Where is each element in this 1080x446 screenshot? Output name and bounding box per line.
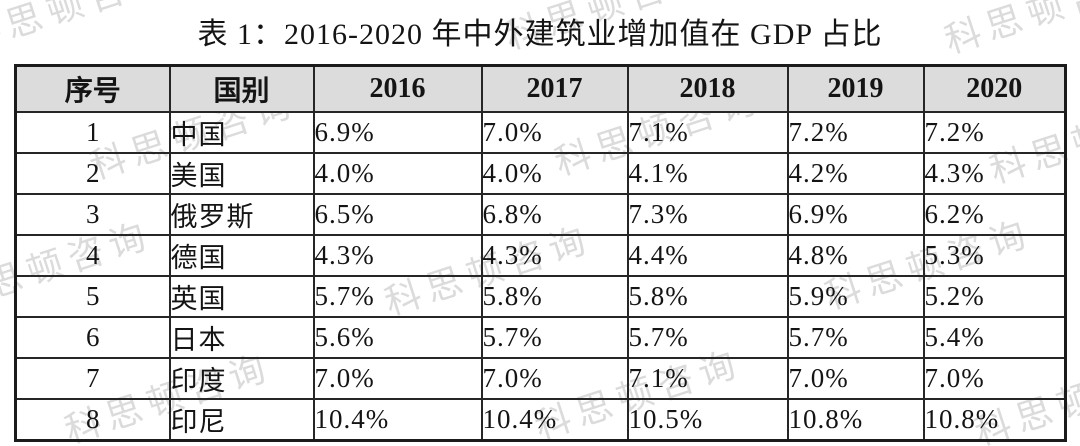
value-cell: 4.0%: [480, 151, 629, 195]
value-cell: 7.3%: [626, 192, 789, 236]
value-cell: 5.8%: [626, 274, 789, 318]
table-row: 6 日本 5.6% 5.7% 5.7% 5.7% 5.4%: [14, 315, 1067, 359]
value-cell: 5.4%: [922, 315, 1067, 359]
country-cell: 英国: [168, 274, 315, 318]
value-cell: 5.8%: [480, 274, 629, 318]
table-row: 5 英国 5.7% 5.8% 5.8% 5.9% 5.2%: [14, 274, 1067, 318]
value-cell: 7.0%: [480, 356, 629, 400]
value-cell: 5.7%: [626, 315, 789, 359]
row-index-cell: 3: [14, 192, 171, 236]
column-header-2020: 2020: [922, 64, 1067, 113]
table-header-row: 序号 国别 2016 2017 2018 2019 2020: [14, 64, 1067, 113]
table-row: 7 印度 7.0% 7.0% 7.1% 7.0% 7.0%: [14, 356, 1067, 400]
country-cell: 美国: [168, 151, 315, 195]
table-row: 4 德国 4.3% 4.3% 4.4% 4.8% 5.3%: [14, 233, 1067, 277]
value-cell: 7.2%: [922, 110, 1067, 154]
row-index-cell: 6: [14, 315, 171, 359]
value-cell: 4.3%: [922, 151, 1067, 195]
value-cell: 6.9%: [786, 192, 925, 236]
value-cell: 5.7%: [480, 315, 629, 359]
value-cell: 7.0%: [786, 356, 925, 400]
table-row: 3 俄罗斯 6.5% 6.8% 7.3% 6.9% 6.2%: [14, 192, 1067, 236]
table-row: 1 中国 6.9% 7.0% 7.1% 7.2% 7.2%: [14, 110, 1067, 154]
value-cell: 5.7%: [312, 274, 483, 318]
row-index-cell: 8: [14, 397, 171, 441]
value-cell: 4.2%: [786, 151, 925, 195]
column-header-2018: 2018: [626, 64, 789, 113]
value-cell: 6.9%: [312, 110, 483, 154]
value-cell: 7.0%: [312, 356, 483, 400]
value-cell: 4.1%: [626, 151, 789, 195]
value-cell: 6.8%: [480, 192, 629, 236]
value-cell: 7.0%: [480, 110, 629, 154]
gdp-share-table: 序号 国别 2016 2017 2018 2019 2020 1 中国 6.9% 7.0% 7.1%…: [14, 64, 1067, 442]
column-header-index: 序号: [14, 64, 171, 113]
value-cell: 7.1%: [626, 110, 789, 154]
value-cell: 10.4%: [480, 397, 629, 441]
value-cell: 10.5%: [626, 397, 789, 441]
country-cell: 印度: [168, 356, 315, 400]
table-row: 8 印尼 10.4% 10.4% 10.5% 10.8% 10.8%: [14, 397, 1067, 441]
value-cell: 4.8%: [786, 233, 925, 277]
value-cell: 5.9%: [786, 274, 925, 318]
country-cell: 俄罗斯: [168, 192, 315, 236]
column-header-2019: 2019: [786, 64, 925, 113]
row-index-cell: 2: [14, 151, 171, 195]
table-header: 序号 国别 2016 2017 2018 2019 2020: [14, 64, 1067, 113]
value-cell: 5.2%: [922, 274, 1067, 318]
row-index-cell: 7: [14, 356, 171, 400]
column-header-2017: 2017: [480, 64, 629, 113]
value-cell: 4.0%: [312, 151, 483, 195]
row-index-cell: 5: [14, 274, 171, 318]
value-cell: 7.0%: [922, 356, 1067, 400]
row-index-cell: 4: [14, 233, 171, 277]
value-cell: 10.8%: [786, 397, 925, 441]
value-cell: 10.8%: [922, 397, 1067, 441]
value-cell: 7.1%: [626, 356, 789, 400]
value-cell: 4.3%: [480, 233, 629, 277]
country-cell: 中国: [168, 110, 315, 154]
value-cell: 5.3%: [922, 233, 1067, 277]
value-cell: 6.5%: [312, 192, 483, 236]
table-row: 2 美国 4.0% 4.0% 4.1% 4.2% 4.3%: [14, 151, 1067, 195]
value-cell: 4.3%: [312, 233, 483, 277]
table-title: 表 1：2016-2020 年中外建筑业增加值在 GDP 占比: [197, 18, 883, 51]
country-cell: 日本: [168, 315, 315, 359]
value-cell: 10.4%: [312, 397, 483, 441]
country-cell: 德国: [168, 233, 315, 277]
column-header-2016: 2016: [312, 64, 483, 113]
value-cell: 7.2%: [786, 110, 925, 154]
value-cell: 5.7%: [786, 315, 925, 359]
country-cell: 印尼: [168, 397, 315, 441]
value-cell: 6.2%: [922, 192, 1067, 236]
column-header-country: 国别: [168, 64, 315, 113]
value-cell: 5.6%: [312, 315, 483, 359]
value-cell: 4.4%: [626, 233, 789, 277]
table-body: 1 中国 6.9% 7.0% 7.1% 7.2% 7.2% 2 美国 4.0% 4.0% 4.1% 4.…: [14, 110, 1067, 441]
row-index-cell: 1: [14, 110, 171, 154]
